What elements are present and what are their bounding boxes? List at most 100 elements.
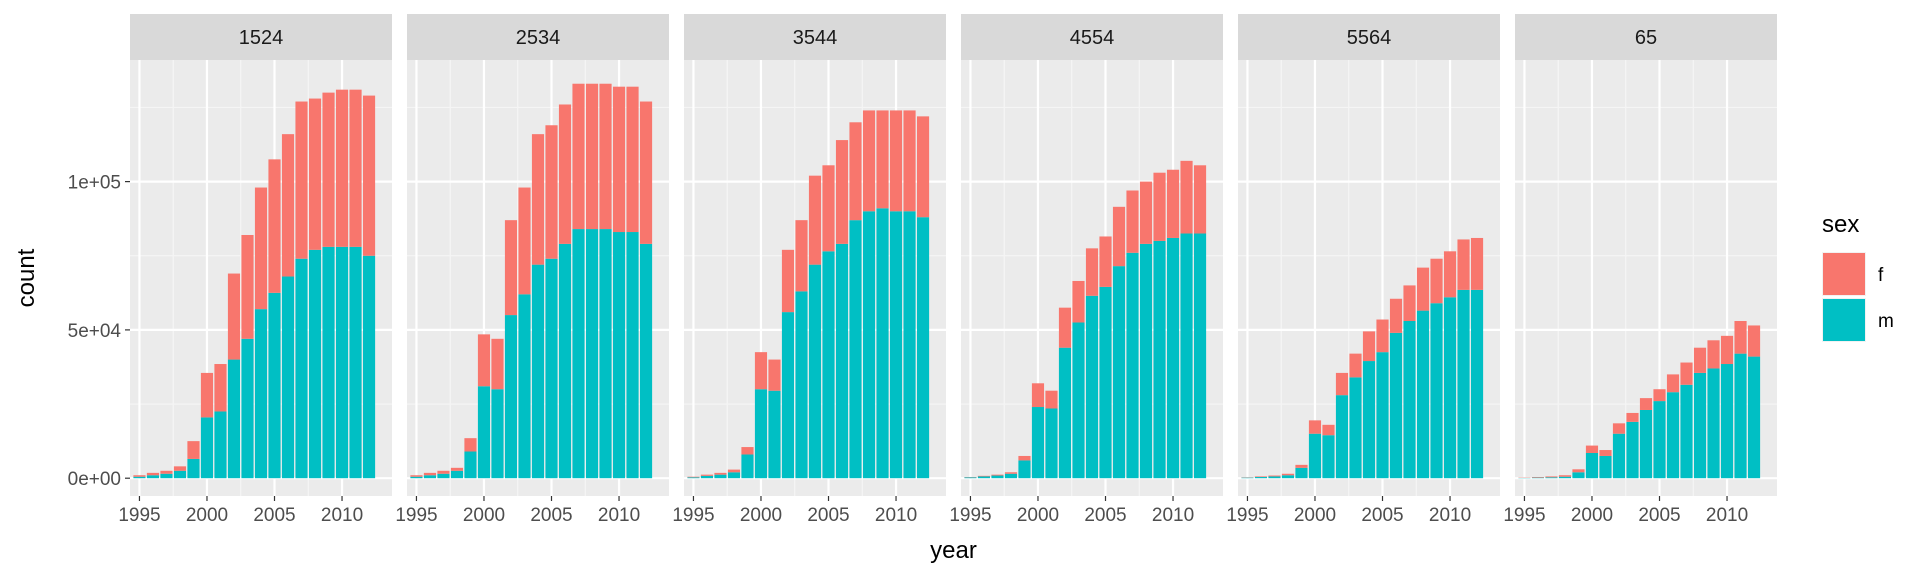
- bar-m-2006: [1667, 392, 1679, 478]
- legend-swatch-m: [1823, 299, 1865, 341]
- x-axis-title: year: [930, 537, 977, 564]
- bar-f-2007: [1403, 285, 1415, 321]
- facet-strip-label: 65: [1635, 27, 1657, 49]
- bar-f-2006: [1390, 299, 1402, 333]
- bar-f-1997: [160, 471, 172, 474]
- bar-m-1996: [424, 475, 436, 478]
- bar-m-1995: [964, 477, 976, 478]
- bar-m-2007: [295, 259, 307, 478]
- bar-m-2003: [795, 291, 807, 478]
- bar-f-2010: [1721, 336, 1733, 364]
- bar-f-2011: [349, 90, 361, 247]
- bar-f-2008: [1694, 348, 1706, 373]
- bar-f-2005: [1376, 320, 1388, 353]
- bar-f-1998: [451, 468, 463, 471]
- x-tick-label: 2010: [875, 505, 917, 526]
- bar-f-2003: [518, 188, 530, 295]
- x-tick-label: 2010: [1706, 505, 1748, 526]
- bar-f-2001: [214, 364, 226, 411]
- bar-f-1998: [728, 470, 740, 473]
- bar-f-2006: [282, 134, 294, 276]
- bar-f-2010: [336, 90, 348, 247]
- bar-m-2004: [1363, 361, 1375, 478]
- bar-f-2000: [478, 334, 490, 386]
- bar-f-2010: [1167, 170, 1179, 238]
- bar-m-2002: [1613, 434, 1625, 478]
- bar-m-2010: [336, 247, 348, 478]
- bar-m-2001: [1045, 409, 1057, 479]
- bar-f-1996: [1255, 476, 1267, 477]
- bar-f-1995: [133, 475, 145, 476]
- bar-f-2005: [268, 159, 280, 292]
- bar-f-1997: [437, 471, 449, 474]
- bar-m-1995: [1241, 478, 1253, 479]
- bar-f-2012: [640, 102, 652, 244]
- bar-m-2005: [1376, 352, 1388, 478]
- bar-f-2011: [626, 87, 638, 232]
- bar-m-2006: [559, 244, 571, 478]
- x-tick-label: 2010: [1429, 505, 1471, 526]
- bar-m-1997: [437, 474, 449, 478]
- bar-f-2012: [1471, 238, 1483, 290]
- bar-m-1999: [1572, 472, 1584, 478]
- bar-f-2000: [201, 373, 213, 417]
- y-axis-title: count: [13, 248, 40, 307]
- x-tick-label: 2010: [598, 505, 640, 526]
- bar-f-1999: [1572, 469, 1584, 472]
- bar-m-1999: [1295, 468, 1307, 478]
- bar-m-2012: [1471, 290, 1483, 478]
- bar-m-2003: [1349, 377, 1361, 478]
- bar-f-1997: [1268, 476, 1280, 477]
- bar-f-2003: [1626, 413, 1638, 422]
- bar-m-2011: [349, 247, 361, 478]
- x-tick-label: 2005: [807, 505, 849, 526]
- bar-m-2009: [876, 208, 888, 478]
- bar-f-2010: [890, 110, 902, 211]
- bar-f-2002: [1613, 423, 1625, 433]
- facet-strip-label: 5564: [1347, 27, 1392, 49]
- bar-m-2004: [1086, 296, 1098, 478]
- bar-f-2008: [863, 110, 875, 211]
- bar-m-2011: [1180, 234, 1192, 479]
- bar-f-2005: [1099, 236, 1111, 286]
- facet-strip-label: 3544: [793, 27, 838, 49]
- bar-m-2008: [1417, 311, 1429, 479]
- bar-f-2008: [1417, 268, 1429, 311]
- bar-m-2001: [768, 391, 780, 478]
- bar-f-1998: [1282, 474, 1294, 475]
- facet-strip-label: 2534: [516, 27, 561, 49]
- x-tick-label: 2005: [1361, 505, 1403, 526]
- bar-f-2009: [876, 110, 888, 208]
- bar-f-2005: [822, 165, 834, 251]
- bar-m-1996: [1255, 477, 1267, 478]
- bar-f-2001: [768, 360, 780, 391]
- bar-m-2007: [849, 220, 861, 478]
- bar-m-2011: [903, 211, 915, 478]
- x-tick-label: 2005: [1638, 505, 1680, 526]
- bar-f-2006: [1113, 207, 1125, 266]
- bar-m-1998: [1559, 477, 1571, 478]
- bar-f-2011: [1180, 161, 1192, 234]
- bar-f-2000: [1032, 383, 1044, 407]
- bar-f-1995: [687, 477, 699, 478]
- bar-f-2007: [295, 102, 307, 259]
- x-tick-label: 2000: [463, 505, 505, 526]
- bar-f-2008: [1140, 182, 1152, 244]
- bar-m-2005: [822, 251, 834, 478]
- bar-m-2003: [1072, 322, 1084, 478]
- bar-m-2000: [755, 389, 767, 478]
- bar-m-2000: [201, 417, 213, 478]
- bar-f-2007: [572, 84, 584, 229]
- bar-m-1997: [714, 475, 726, 479]
- legend-title: sex: [1822, 211, 1859, 238]
- bar-m-2007: [572, 229, 584, 478]
- bar-f-2003: [241, 235, 253, 339]
- bar-f-1997: [1545, 476, 1557, 477]
- bar-m-1997: [160, 474, 172, 478]
- bar-m-2002: [1336, 395, 1348, 478]
- bar-m-1999: [1018, 460, 1030, 478]
